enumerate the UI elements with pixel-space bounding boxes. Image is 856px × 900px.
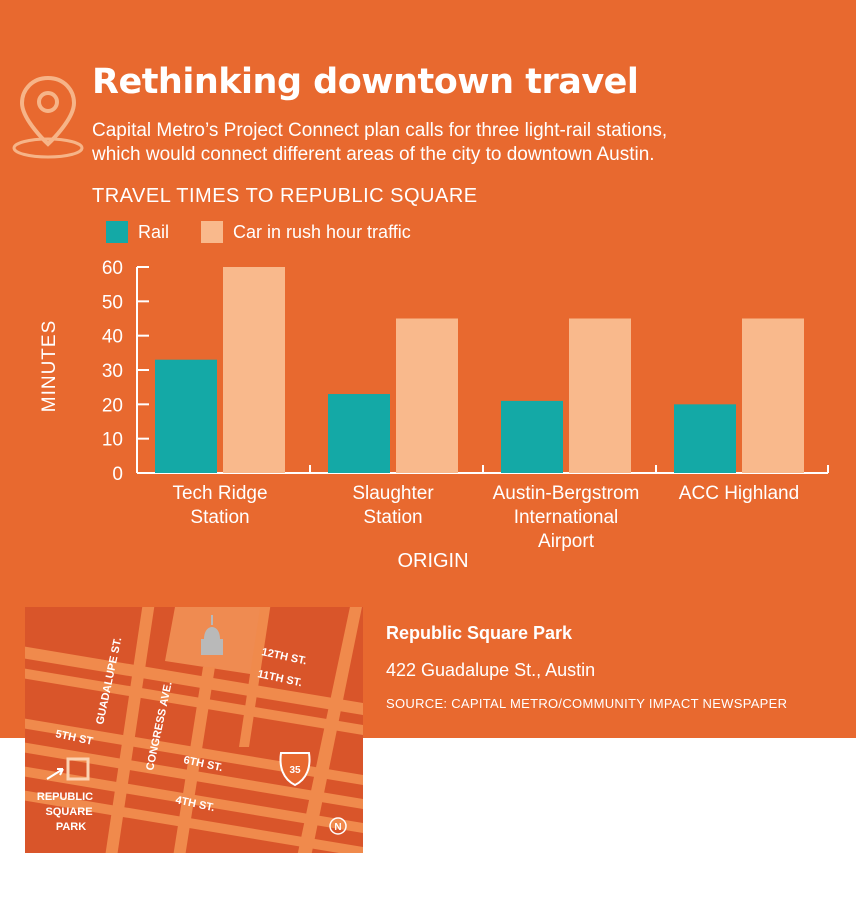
bar-car [742,318,804,473]
bar-rail [155,359,217,473]
map-location-name: Republic Square Park [386,623,573,643]
north-label: N [334,822,341,833]
bar-car [396,318,458,473]
page-subtitle: Capital Metro’s Project Connect plan cal… [92,119,667,167]
x-axis-label: ORIGIN [397,550,468,572]
x-tick-label: Tech Ridge [172,483,267,504]
x-tick-label: Station [190,507,249,528]
map-roads [25,607,363,853]
interstate-shield-icon: 35 [279,752,311,787]
y-tick-label: 30 [102,361,123,382]
legend-swatch-car [201,221,223,243]
road-12th-st [25,646,363,715]
y-axis-label: MINUTES [39,320,60,413]
legend-label-car: Car in rush hour traffic [233,221,411,242]
y-tick-label: 0 [112,464,123,485]
subtitle-line: Capital Metro’s Project Connect plan cal… [92,120,668,141]
page-title: Rethinking downtown travel [92,62,639,102]
highway-number: 35 [289,765,301,776]
chart-title: TRAVEL TIMES TO REPUBLIC SQUARE [92,185,478,207]
bar-car [223,267,285,473]
bar-rail [501,400,563,473]
capitol-building-icon [201,615,223,655]
bar-car [569,318,631,473]
park-label-line: SQUARE [45,806,92,818]
location-pin-icon [12,75,84,159]
subtitle-line: which would connect different areas of t… [92,144,655,165]
legend-item-car: Car in rush hour traffic [201,220,411,244]
road-interstate-35 [297,607,362,853]
source-credit: SOURCE: CAPITAL METRO/COMMUNITY IMPACT N… [386,696,788,711]
x-tick-label: Airport [538,531,595,552]
road-congress-ave [173,667,215,853]
y-tick-label: 20 [102,395,123,416]
x-tick-label: International [514,507,619,528]
road-11th-st [25,668,363,735]
bar-chart: 0 10 20 30 40 50 60 Tech Ridge Station Slaughter S… [39,258,829,572]
y-tick-label: 40 [102,327,123,348]
downtown-map: 35 N GUADALUPE ST. CONGRESS AVE. 12TH ST… [25,607,363,853]
y-tick-label: 50 [102,292,123,313]
legend-swatch-rail [106,221,128,243]
x-tick-label: Austin-Bergstrom [493,483,640,504]
park-label: REPUBLIC SQUARE PARK [37,791,93,833]
y-tick-label: 60 [102,258,123,279]
x-tick-label: Slaughter [352,483,434,504]
legend-label-rail: Rail [138,221,170,242]
road-4th-st [25,790,363,853]
park-label-line: PARK [56,821,86,833]
bar-rail [674,404,736,473]
x-tick-label: Station [363,507,422,528]
x-tick-label: ACC Highland [679,483,799,504]
legend-item-rail: Rail [106,220,169,244]
north-arrow-icon: N [329,817,347,835]
park-label-line: REPUBLIC [37,791,93,803]
road-trinity-st [239,607,271,747]
bar-rail [328,394,390,473]
map-location-address: 422 Guadalupe St., Austin [386,660,596,680]
y-tick-label: 10 [102,430,123,451]
republic-square-park-marker [66,757,90,781]
road-guadalupe-st [105,607,155,853]
arrow-icon [46,768,64,780]
